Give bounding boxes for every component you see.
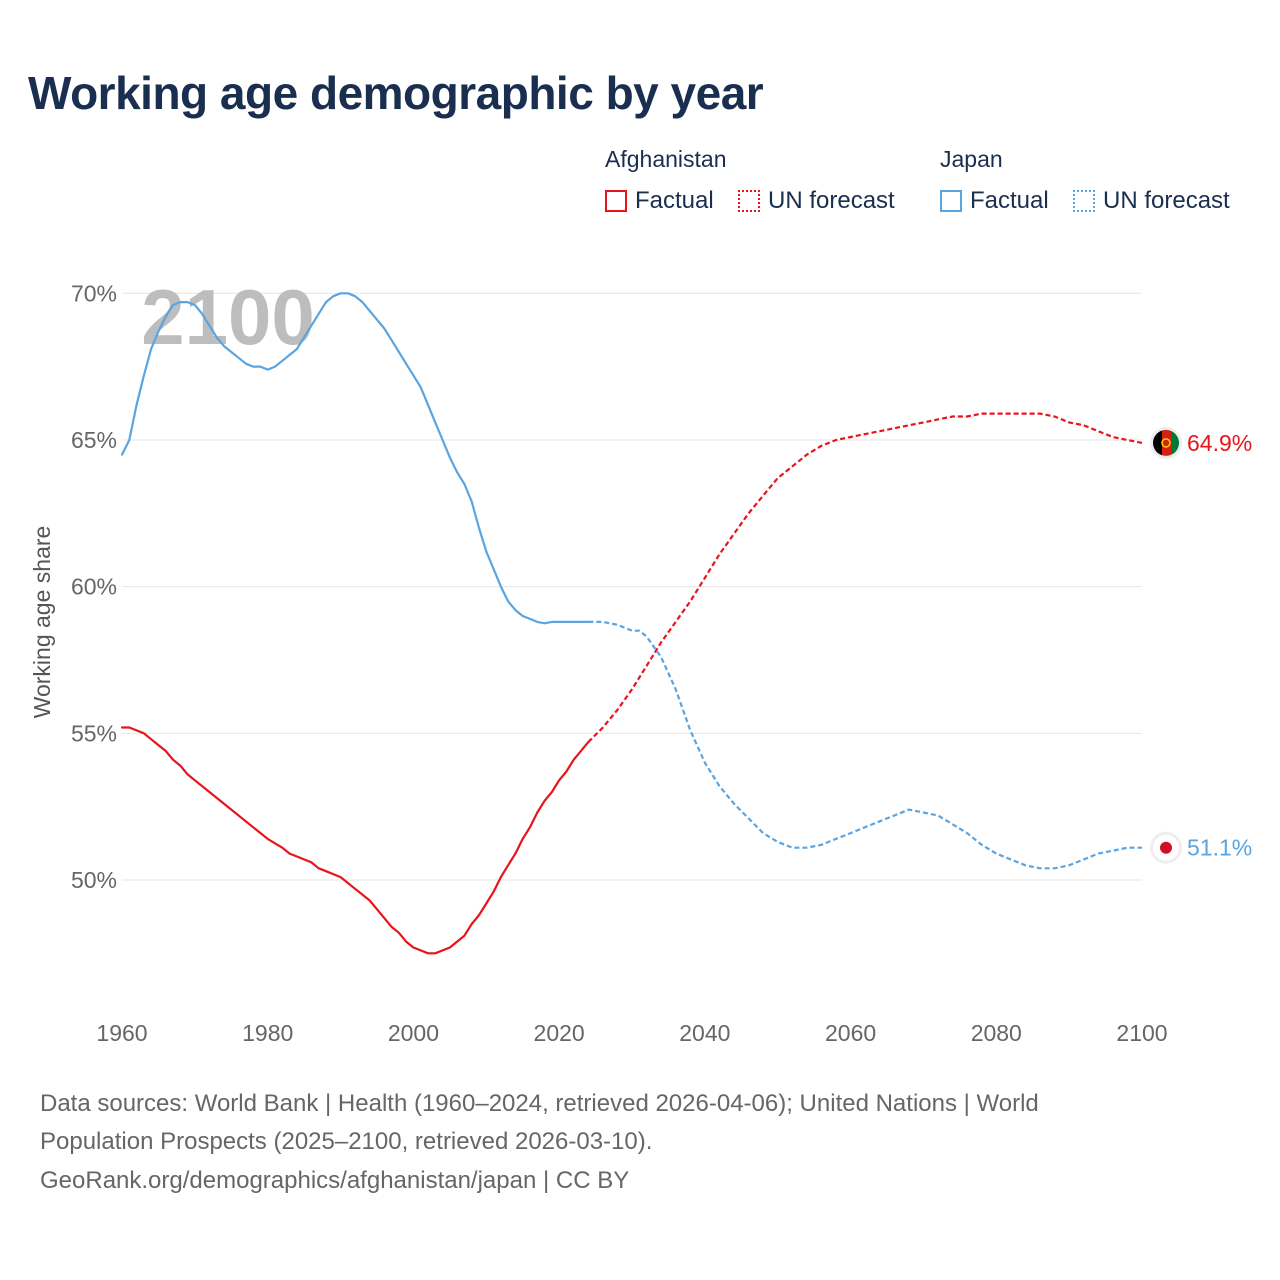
chart-title: Working age demographic by year [28, 67, 764, 119]
y-axis-ticks: 50% 55% 60% 65% 70% [71, 280, 117, 893]
japan-flag-icon[interactable] [1150, 831, 1182, 864]
legend-title-japan: Japan [940, 146, 1003, 172]
x-tick-label-2100: 2100 [1116, 1020, 1167, 1046]
series-layer [120, 292, 1143, 955]
afghanistan-forecast-line[interactable] [587, 412, 1143, 743]
legend-japan-forecast-label: UN forecast [1103, 187, 1230, 214]
afghanistan-factual-line[interactable] [120, 726, 590, 955]
legend-japan-forecast[interactable]: UN forecast [1073, 187, 1230, 215]
japan-forecast-line[interactable] [588, 620, 1142, 870]
x-tick-label-1980: 1980 [242, 1020, 293, 1046]
x-axis-ticks: 1960 1980 2000 2020 2040 2060 2080 2100 [96, 1020, 1167, 1046]
legend-afghanistan-factual[interactable]: Factual [605, 187, 714, 215]
footer-link[interactable]: GeoRank.org/demographics/afghanistan/jap… [40, 1167, 630, 1194]
legend-solid-swatch-red [605, 190, 627, 212]
legend-dotted-swatch-red [738, 190, 760, 212]
japan-factual-line[interactable] [120, 292, 590, 625]
y-tick-label-60: 60% [71, 574, 117, 600]
y-tick-label-50: 50% [71, 867, 117, 893]
legend-title-afghanistan: Afghanistan [605, 146, 727, 172]
legend-japan-factual-label: Factual [970, 187, 1049, 214]
x-tick-label-2040: 2040 [679, 1020, 730, 1046]
end-label-afghanistan: 64.9% [1187, 430, 1252, 456]
legend-japan-factual[interactable]: Factual [940, 187, 1049, 215]
legend-afghanistan-factual-label: Factual [635, 187, 714, 214]
y-axis-label: Working age share [29, 526, 55, 719]
x-tick-label-2080: 2080 [971, 1020, 1022, 1046]
grid-layer [122, 292, 1142, 881]
y-tick-label-55: 55% [71, 720, 117, 746]
legend-afghanistan-forecast-label: UN forecast [768, 187, 895, 214]
year-watermark: 2100 [141, 273, 315, 361]
y-tick-label-65: 65% [71, 427, 117, 453]
x-tick-label-2060: 2060 [825, 1020, 876, 1046]
footer-sources-line-2: Population Prospects (2025–2100, retriev… [40, 1128, 653, 1155]
x-tick-label-1960: 1960 [96, 1020, 147, 1046]
y-tick-label-70: 70% [71, 280, 117, 306]
legend-afghanistan-forecast[interactable]: UN forecast [738, 187, 895, 215]
x-tick-label-2000: 2000 [388, 1020, 439, 1046]
legend-dotted-swatch-blue [1073, 190, 1095, 212]
afghanistan-flag-icon[interactable] [1150, 426, 1182, 459]
x-tick-label-2020: 2020 [534, 1020, 585, 1046]
footer-sources-line-1: Data sources: World Bank | Health (1960–… [40, 1090, 1039, 1117]
legend-solid-swatch-blue [940, 190, 962, 212]
end-label-japan: 51.1% [1187, 835, 1252, 861]
